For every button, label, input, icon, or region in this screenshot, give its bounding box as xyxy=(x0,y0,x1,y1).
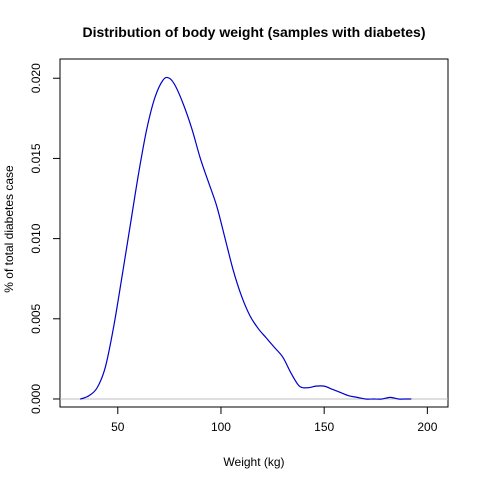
y-tick-label: 0.010 xyxy=(29,223,43,253)
y-axis-title: % of total diabetes case xyxy=(2,165,16,293)
y-tick-label: 0.000 xyxy=(29,384,43,414)
chart-title: Distribution of body weight (samples wit… xyxy=(82,24,425,40)
y-tick-label: 0.015 xyxy=(29,143,43,173)
x-tick-label: 100 xyxy=(211,420,231,434)
x-axis-title: Weight (kg) xyxy=(223,455,284,469)
x-tick-label: 50 xyxy=(111,420,125,434)
x-tick-label: 150 xyxy=(314,420,334,434)
density-series-line xyxy=(80,76,412,400)
y-axis: 0.000 0.005 0.010 0.015 0.020 xyxy=(29,63,60,414)
x-axis: 50 100 150 200 xyxy=(111,407,438,434)
x-tick-label: 200 xyxy=(417,420,437,434)
plot-frame xyxy=(59,58,449,408)
y-tick-label: 0.005 xyxy=(29,303,43,333)
y-tick-label: 0.020 xyxy=(29,63,43,93)
